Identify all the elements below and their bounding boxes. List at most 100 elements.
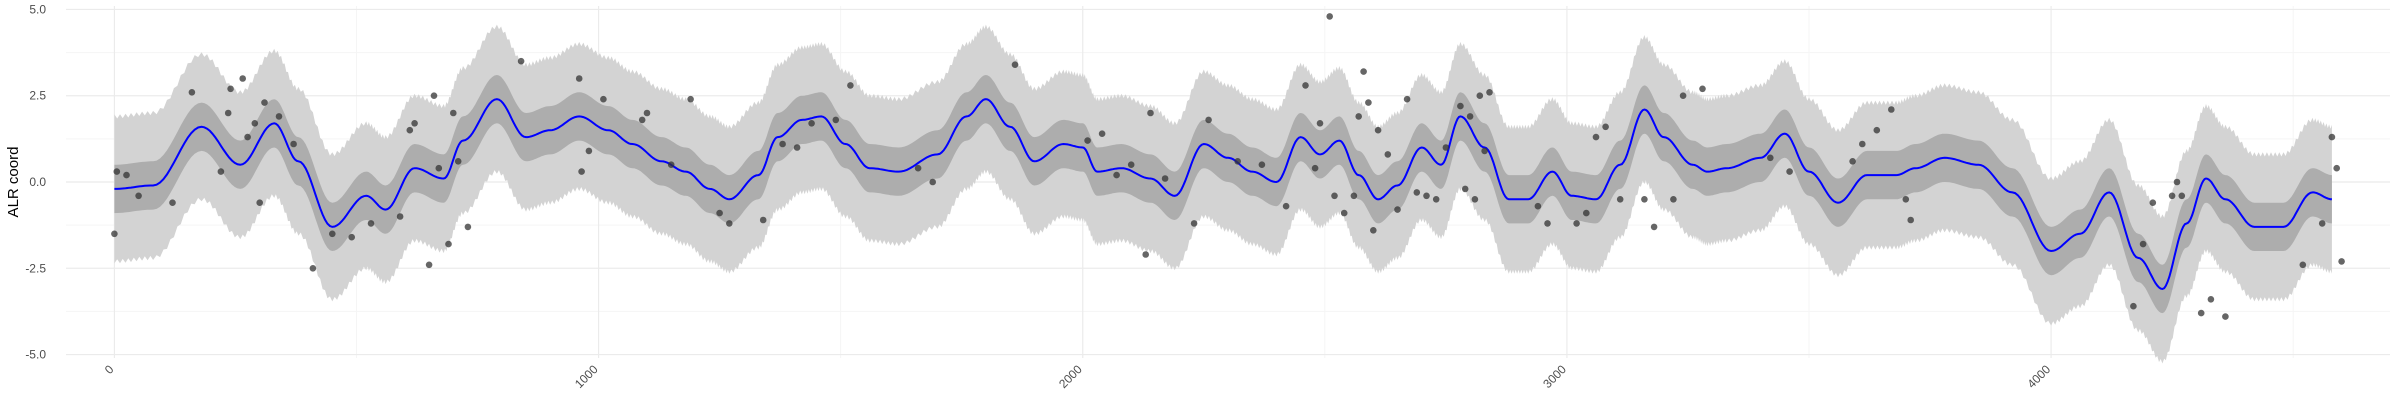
data-point (929, 178, 936, 186)
data-point (2318, 220, 2326, 227)
data-point (1258, 161, 1266, 168)
data-point (1394, 206, 1401, 213)
data-point (224, 109, 232, 117)
data-point (309, 265, 317, 272)
data-point (1602, 123, 1609, 131)
data-point (2168, 192, 2176, 200)
data-point (687, 95, 694, 103)
outer-confidence-band (114, 24, 2332, 364)
data-point (1641, 196, 1648, 203)
data-point (111, 230, 118, 238)
data-point (759, 216, 767, 224)
data-point (1457, 102, 1464, 110)
data-point (1471, 196, 1479, 203)
data-point (1190, 220, 1198, 227)
data-point (1205, 116, 1212, 124)
data-point (638, 116, 646, 124)
data-point (1161, 175, 1169, 182)
data-point (2222, 313, 2229, 320)
data-point (808, 120, 815, 127)
data-point (643, 109, 651, 117)
data-point (1888, 106, 1895, 113)
data-point (275, 113, 283, 120)
data-point (2207, 296, 2215, 303)
data-point (1902, 196, 1910, 203)
data-point (1127, 161, 1135, 168)
data-point (1374, 126, 1382, 134)
y-tick-label: -5.0 (25, 348, 46, 362)
data-point (1670, 196, 1677, 203)
data-point (1849, 158, 1856, 165)
data-point (1461, 185, 1469, 193)
y-tick-label: 0.0 (29, 175, 46, 189)
data-point (667, 161, 675, 168)
data-point (1592, 133, 1600, 141)
data-point (2130, 302, 2137, 310)
data-point (1476, 92, 1484, 99)
data-point (454, 158, 462, 165)
data-point (1907, 216, 1914, 224)
data-point (1360, 68, 1367, 75)
data-point (914, 164, 922, 172)
data-point (411, 120, 418, 127)
data-point (575, 75, 583, 82)
data-point (188, 89, 196, 96)
data-point (396, 213, 404, 220)
data-point (585, 147, 593, 155)
data-point (1331, 192, 1338, 200)
data-point (1403, 95, 1411, 103)
data-point (716, 209, 723, 217)
data-point (1650, 223, 1658, 231)
data-point (1544, 220, 1551, 227)
data-point (1573, 220, 1580, 227)
data-point (244, 133, 251, 141)
data-point (1350, 192, 1358, 200)
data-point (1147, 109, 1154, 117)
data-point (600, 95, 607, 103)
data-point (113, 168, 121, 175)
data-point (2299, 261, 2307, 269)
data-point (1423, 192, 1430, 200)
data-point (348, 233, 356, 241)
data-point (1767, 154, 1774, 162)
data-point (1481, 147, 1488, 155)
data-point (406, 126, 414, 134)
data-point (2178, 192, 2186, 200)
data-point (169, 199, 176, 206)
data-point (290, 140, 297, 148)
data-point (1699, 85, 1706, 93)
data-point (217, 168, 225, 175)
data-point (1365, 99, 1372, 106)
data-point (517, 57, 525, 65)
data-point (832, 116, 840, 124)
data-point (1084, 137, 1091, 144)
mean-line (114, 98, 2332, 291)
data-point (329, 230, 336, 238)
data-point (1302, 82, 1309, 89)
data-point (1113, 171, 1120, 179)
data-point (1413, 189, 1421, 196)
data-point (793, 144, 801, 151)
y-tick-label: 5.0 (29, 2, 46, 16)
data-point (2173, 178, 2181, 186)
y-axis-tick-labels: -5.0 -2.5 0.0 2.5 5.0 (25, 2, 46, 361)
data-point (430, 92, 438, 99)
data-point (1859, 140, 1866, 148)
data-point (261, 99, 268, 106)
data-point (367, 220, 375, 227)
data-point (445, 240, 452, 248)
data-point (779, 140, 786, 148)
data-point (2328, 133, 2336, 141)
data-point (1786, 168, 1793, 175)
data-point (135, 192, 142, 200)
y-tick-label: -2.5 (25, 261, 46, 275)
data-point (435, 164, 443, 172)
data-point (1234, 158, 1241, 165)
data-point (239, 75, 246, 82)
data-point (227, 85, 234, 93)
data-point (1282, 202, 1290, 210)
inner-confidence-band (114, 75, 2332, 314)
data-point (1486, 89, 1493, 96)
data-point (1311, 164, 1319, 172)
